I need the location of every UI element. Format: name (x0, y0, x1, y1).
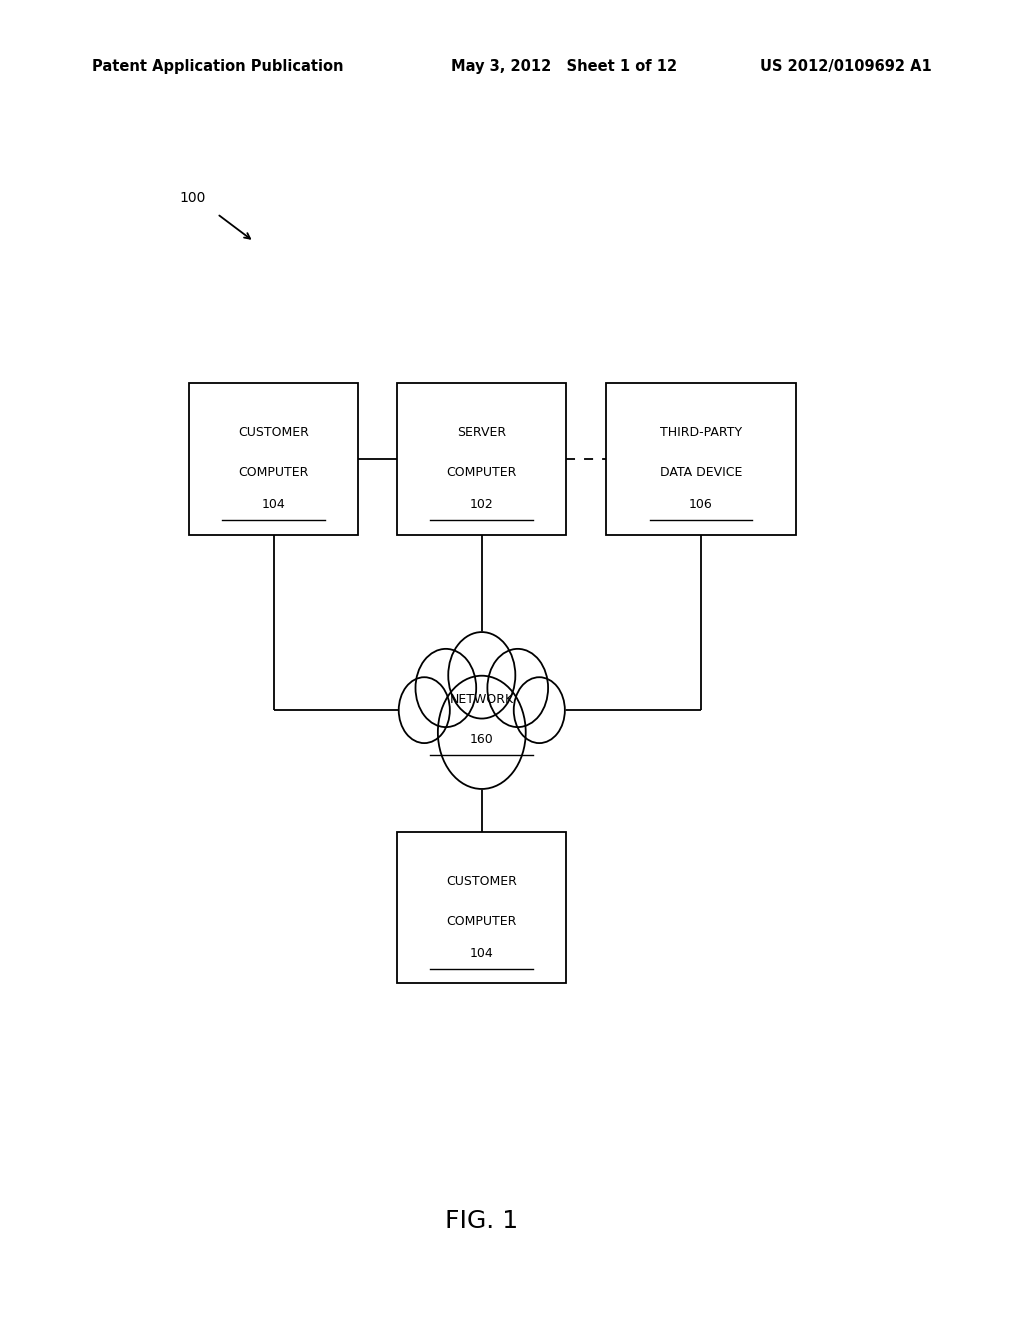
Text: DATA DEVICE: DATA DEVICE (659, 466, 742, 479)
Text: 106: 106 (689, 498, 713, 511)
Text: COMPUTER: COMPUTER (239, 466, 309, 479)
Text: 100: 100 (179, 190, 206, 205)
Text: THIRD-PARTY: THIRD-PARTY (659, 426, 742, 440)
Circle shape (514, 677, 565, 743)
Text: FIG. 1: FIG. 1 (444, 1209, 518, 1233)
FancyBboxPatch shape (189, 383, 358, 535)
Circle shape (438, 676, 525, 789)
Text: May 3, 2012   Sheet 1 of 12: May 3, 2012 Sheet 1 of 12 (451, 59, 677, 74)
Circle shape (398, 677, 450, 743)
Text: CUSTOMER: CUSTOMER (239, 426, 309, 440)
Text: 102: 102 (470, 498, 494, 511)
Text: SERVER: SERVER (458, 426, 506, 440)
Text: US 2012/0109692 A1: US 2012/0109692 A1 (760, 59, 932, 74)
Circle shape (416, 649, 476, 727)
Text: 160: 160 (470, 733, 494, 746)
Text: 104: 104 (470, 946, 494, 960)
Circle shape (487, 649, 548, 727)
Text: CUSTOMER: CUSTOMER (446, 875, 517, 888)
Ellipse shape (422, 672, 542, 748)
FancyBboxPatch shape (606, 383, 796, 535)
Text: 104: 104 (262, 498, 286, 511)
Text: COMPUTER: COMPUTER (446, 915, 517, 928)
Text: Patent Application Publication: Patent Application Publication (92, 59, 344, 74)
Circle shape (449, 632, 515, 718)
Text: COMPUTER: COMPUTER (446, 466, 517, 479)
FancyBboxPatch shape (397, 383, 566, 535)
Text: NETWORK: NETWORK (450, 693, 514, 706)
FancyBboxPatch shape (397, 832, 566, 983)
